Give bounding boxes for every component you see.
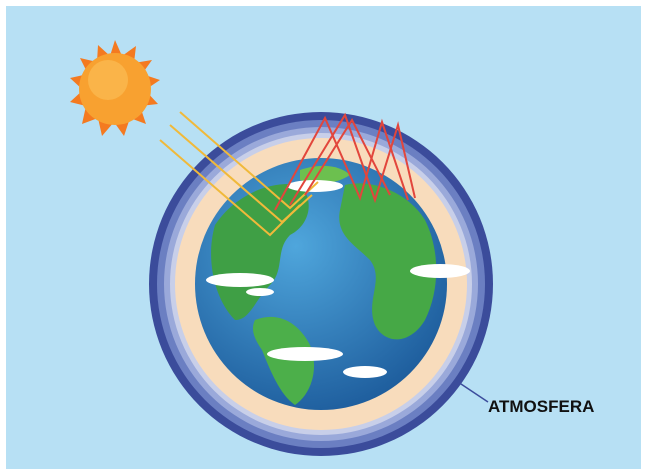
continent	[300, 165, 350, 184]
cloud	[267, 347, 343, 361]
cloud	[246, 288, 274, 296]
clouds	[206, 180, 470, 378]
earth	[195, 158, 447, 410]
continent	[252, 316, 315, 405]
sun-highlight	[88, 60, 128, 100]
atmosphere-label: ATMOSFERA	[488, 397, 594, 416]
ray	[304, 117, 391, 196]
cloud	[410, 264, 470, 278]
ray	[169, 124, 313, 224]
cloud	[206, 273, 274, 287]
cloud	[343, 366, 387, 378]
ray	[289, 112, 416, 206]
sun	[70, 40, 160, 136]
continent	[339, 183, 437, 340]
reflected-rays	[274, 112, 416, 211]
leader-line	[457, 381, 489, 403]
